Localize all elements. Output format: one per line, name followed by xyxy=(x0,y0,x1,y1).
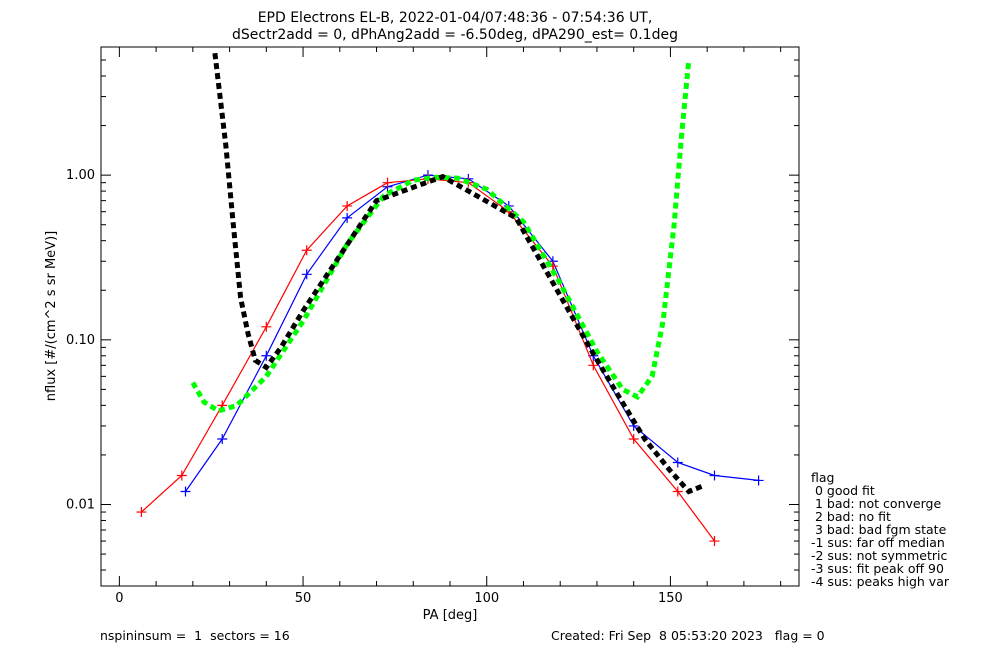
red-data-point xyxy=(261,321,272,332)
x-tick-label: 150 xyxy=(658,591,683,606)
y-tick-label: 0.10 xyxy=(66,333,95,348)
blue-data-point xyxy=(753,475,764,486)
legend-entry: -3 sus: fit peak off 90 xyxy=(811,561,944,576)
blue-data-point xyxy=(217,433,228,444)
blue-data-point xyxy=(180,486,191,497)
red-data-point xyxy=(382,177,393,188)
blue-data-point xyxy=(342,212,353,223)
red-data-point xyxy=(342,200,353,211)
chart-title-line1: EPD Electrons EL-B, 2022-01-04/07:48:36 … xyxy=(258,10,653,26)
x-tick-label: 0 xyxy=(115,591,123,606)
legend-entry: -4 sus: peaks high var xyxy=(811,574,950,589)
y-tick-label: 0.01 xyxy=(66,498,95,513)
x-axis-label: PA [deg] xyxy=(423,608,478,623)
legend-entry: 3 bad: bad fgm state xyxy=(811,522,947,537)
red-data-point xyxy=(176,470,187,481)
legend-entry: -1 sus: far off median xyxy=(811,535,945,550)
red-data-point xyxy=(588,360,599,371)
black-series-line xyxy=(212,52,705,495)
axes: 0 50 100 150 0.01 0.10 1.00 xyxy=(66,46,799,606)
legend-entry: 0 good fit xyxy=(811,483,875,498)
red-data-point xyxy=(672,486,683,497)
y-tick-label: 1.00 xyxy=(66,168,95,183)
blue-data-point xyxy=(709,470,720,481)
legend-title: flag xyxy=(811,470,834,485)
blue-data-point xyxy=(301,269,312,280)
footer-sectors: nspininsum = 1 sectors = 16 xyxy=(100,628,290,643)
blue-data-point xyxy=(261,350,272,361)
x-tick-label: 100 xyxy=(474,591,499,606)
legend-entry: -2 sus: not symmetric xyxy=(811,548,947,563)
red-data-point xyxy=(709,536,720,547)
data-traces xyxy=(136,52,764,547)
red-data-point xyxy=(136,507,147,518)
x-tick-label: 50 xyxy=(295,591,312,606)
flag-legend: flag 0 good fit 1 bad: not converge 2 ba… xyxy=(811,470,950,589)
footer-created: Created: Fri Sep 8 05:53:20 2023 flag = … xyxy=(551,628,825,643)
red-data-point xyxy=(628,433,639,444)
blue-data-point xyxy=(672,457,683,468)
red-data-point xyxy=(301,245,312,256)
y-axis-label: nflux [#/(cm^2 s sr MeV)] xyxy=(44,231,59,401)
chart-title-line2: dSectr2add = 0, dPhAng2add = -6.50deg, d… xyxy=(232,27,678,43)
legend-entry: 1 bad: not converge xyxy=(811,496,941,511)
legend-entry: 2 bad: no fit xyxy=(811,509,891,524)
